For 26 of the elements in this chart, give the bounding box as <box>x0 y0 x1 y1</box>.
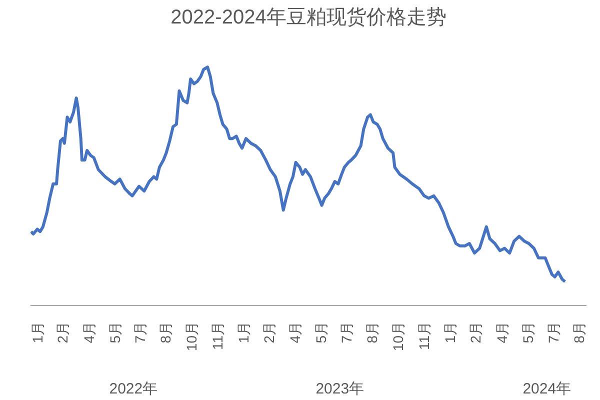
x-tick-label: 10月 <box>184 321 200 352</box>
x-tick-label: 2月 <box>468 321 484 344</box>
x2-tick-label: 2022年 <box>109 380 158 398</box>
x-tick-label: 1月 <box>29 321 46 344</box>
x-tick-label: 4月 <box>494 321 510 344</box>
x-tick-label: 7月 <box>338 321 355 344</box>
x-tick-label: 8月 <box>364 321 380 344</box>
x-tick-label: 4月 <box>287 321 304 344</box>
x-tick-label: 5月 <box>313 321 330 344</box>
x2-tick-label: 2023年 <box>316 380 364 398</box>
x-tick-label: 4月 <box>80 321 97 344</box>
x-tick-label: 2月 <box>261 321 278 344</box>
x-tick-label: 1月 <box>236 321 252 344</box>
x-tick-label: 5月 <box>520 321 536 344</box>
x-tick-label: 11月 <box>416 321 432 350</box>
x2-tick-label: 2024年 <box>522 380 572 398</box>
chart-title: 2022-2024年豆粕现货价格走势 <box>170 6 446 28</box>
x-tick-label: 1月 <box>442 321 458 344</box>
x-tick-label: 7月 <box>546 321 562 344</box>
x-tick-label: 8月 <box>571 321 588 344</box>
x-tick-label: 10月 <box>390 321 406 352</box>
x-tick-label: 7月 <box>132 321 148 344</box>
x-tick-label: 2月 <box>54 321 71 344</box>
x-tick-label: 8月 <box>158 321 174 344</box>
x-tick-label: 5月 <box>106 321 123 344</box>
x-tick-label: 11月 <box>210 321 226 350</box>
